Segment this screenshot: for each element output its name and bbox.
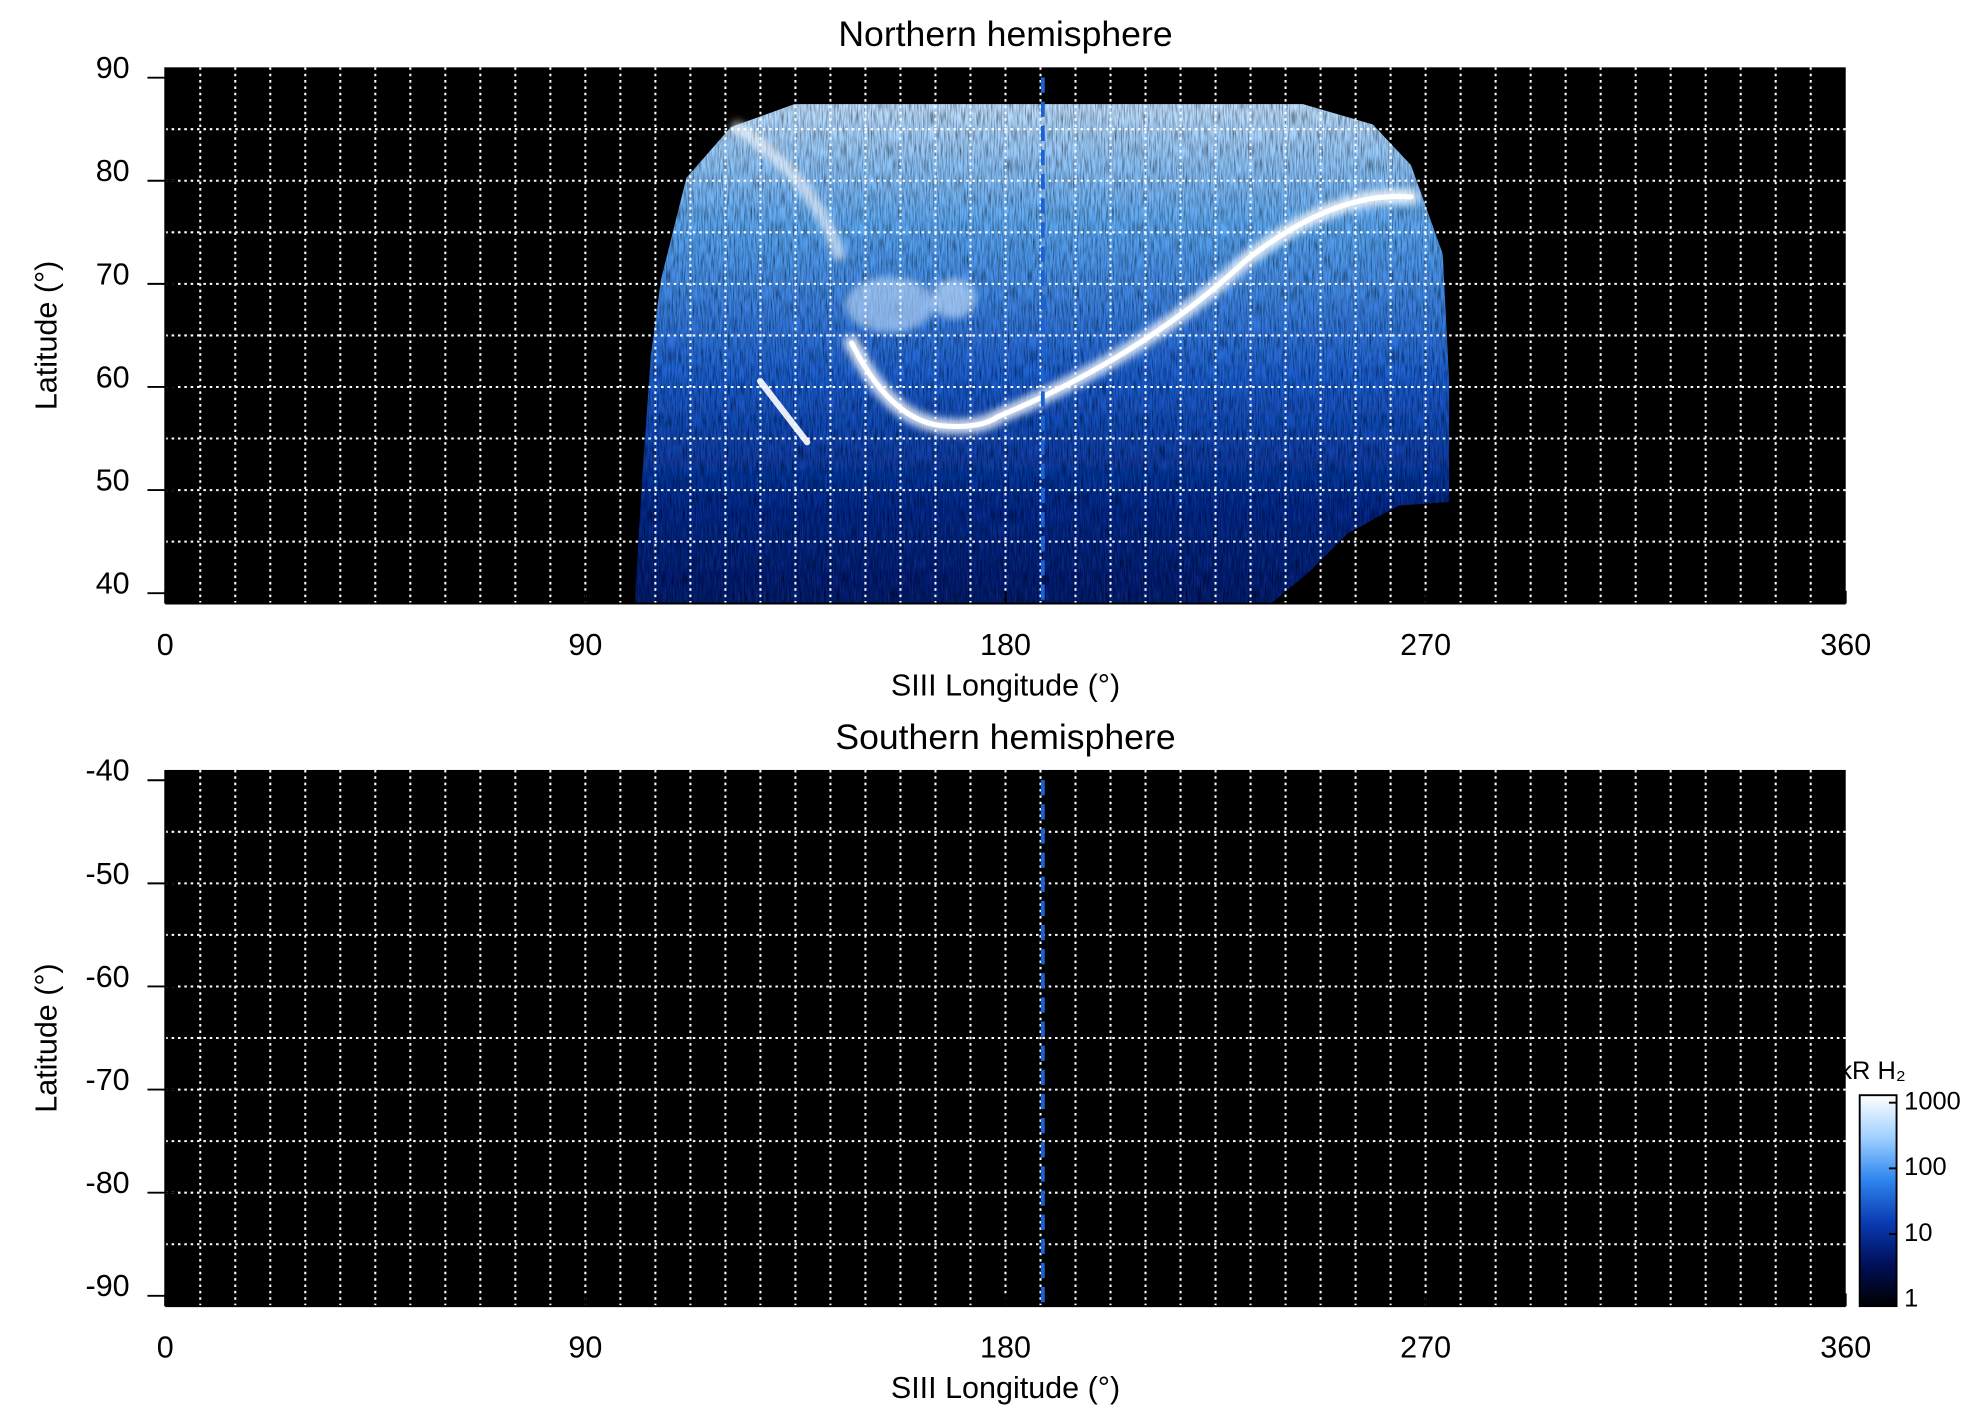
y-tick-label: 50 xyxy=(96,464,130,498)
x-tick-label: 270 xyxy=(1400,1330,1451,1364)
x-tick-label: 0 xyxy=(157,628,174,662)
colorbar-title: kR H₂ xyxy=(1839,1057,1905,1085)
y-tick-label: 80 xyxy=(96,154,130,188)
chart-title: Southern hemisphere xyxy=(835,717,1175,757)
y-tick-label: -90 xyxy=(86,1269,130,1303)
colorbar-tick-label: 100 xyxy=(1904,1153,1946,1181)
y-axis-label: Latitude (°) xyxy=(29,261,63,410)
colorbar-tick-label: 1000 xyxy=(1904,1087,1961,1115)
y-tick-label: 40 xyxy=(96,567,130,601)
x-axis-label: SIII Longitude (°) xyxy=(891,1371,1120,1405)
x-tick-label: 90 xyxy=(568,628,602,662)
y-tick-label: -40 xyxy=(86,754,130,788)
y-tick-label: 70 xyxy=(96,257,130,291)
colorbar-tick-label: 1 xyxy=(1904,1284,1918,1312)
y-tick-label: -50 xyxy=(86,857,130,891)
y-tick-label: -60 xyxy=(86,960,130,994)
x-tick-label: 360 xyxy=(1820,628,1871,662)
y-tick-label: -70 xyxy=(86,1063,130,1097)
x-tick-label: 270 xyxy=(1400,628,1451,662)
x-tick-label: 180 xyxy=(980,628,1031,662)
y-tick-label: -80 xyxy=(86,1166,130,1200)
y-tick-label: 60 xyxy=(96,360,130,394)
colorbar-tick-label: 10 xyxy=(1904,1219,1932,1247)
chart-title: Northern hemisphere xyxy=(838,14,1172,54)
x-tick-label: 180 xyxy=(980,1330,1031,1364)
y-axis-label: Latitude (°) xyxy=(29,963,63,1112)
y-tick-label: 90 xyxy=(96,51,130,85)
x-tick-label: 0 xyxy=(157,1330,174,1364)
x-tick-label: 90 xyxy=(568,1330,602,1364)
x-tick-label: 360 xyxy=(1820,1330,1871,1364)
colorbar xyxy=(1858,1094,1898,1308)
x-axis-label: SIII Longitude (°) xyxy=(891,668,1120,702)
